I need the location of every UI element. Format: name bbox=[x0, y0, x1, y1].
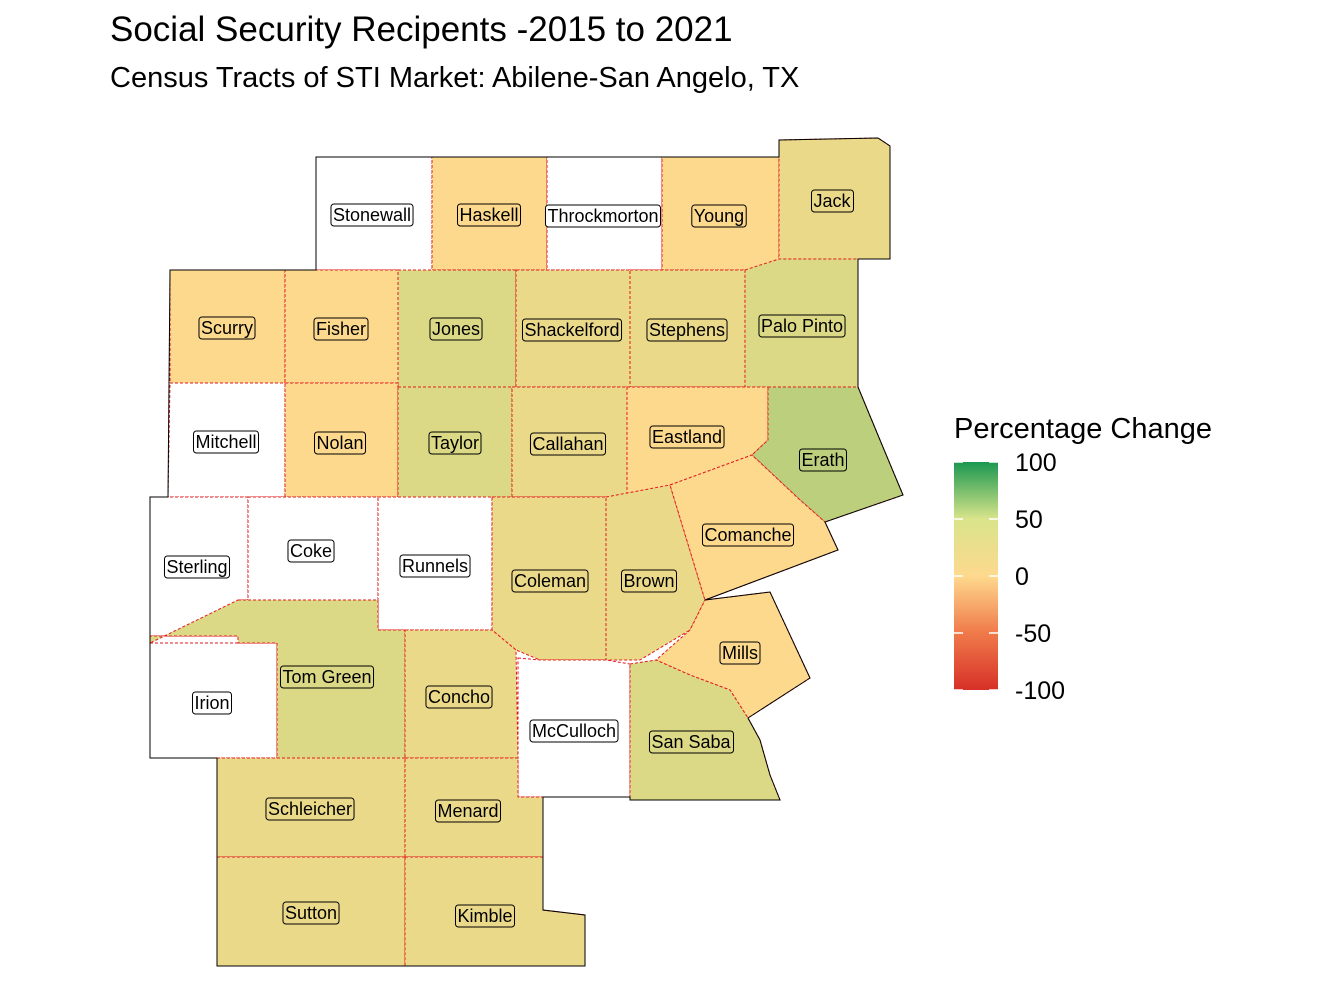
map-subtitle: Census Tracts of STI Market: Abilene-San… bbox=[110, 62, 800, 94]
county-label-box bbox=[163, 555, 231, 579]
county-label: Brown bbox=[623, 571, 674, 591]
county-label-box bbox=[648, 730, 735, 754]
county-label-box bbox=[425, 685, 493, 709]
county-label-box bbox=[428, 431, 482, 455]
county-label-box bbox=[719, 641, 761, 665]
county-label: Fisher bbox=[316, 319, 366, 339]
county-label: Coke bbox=[290, 541, 332, 561]
county-label: Sterling bbox=[166, 557, 227, 577]
county-label: Nolan bbox=[316, 433, 363, 453]
county-label-box bbox=[399, 554, 471, 578]
county-label-box bbox=[646, 318, 728, 342]
market-boundary bbox=[149, 137, 904, 967]
county-label-box bbox=[279, 665, 375, 689]
county-label: Stonewall bbox=[333, 205, 411, 225]
county-shape bbox=[397, 386, 513, 498]
county-label: Jones bbox=[432, 319, 480, 339]
county-label: Palo Pinto bbox=[761, 316, 843, 336]
county-label: Runnels bbox=[402, 556, 468, 576]
county-label-box bbox=[429, 317, 483, 341]
county-label-box bbox=[313, 431, 367, 455]
county-label-box bbox=[330, 203, 414, 227]
county-label-box bbox=[287, 539, 335, 563]
legend-tick-label: 50 bbox=[1015, 506, 1043, 534]
legend-tick-label: -50 bbox=[1015, 620, 1052, 648]
county-shape bbox=[149, 599, 406, 759]
county-label-box bbox=[434, 799, 502, 823]
county-label: Callahan bbox=[532, 434, 603, 454]
county-shape bbox=[751, 386, 904, 523]
legend-tick-label: 100 bbox=[1015, 449, 1057, 477]
county-label: Menard bbox=[437, 801, 498, 821]
county-label: Haskell bbox=[459, 205, 518, 225]
county-label: Throckmorton bbox=[547, 206, 658, 226]
county-label-box bbox=[511, 569, 589, 593]
county-label-box bbox=[198, 316, 256, 340]
map-title: Social Security Recipents -2015 to 2021 bbox=[110, 10, 733, 49]
county-label-box bbox=[691, 204, 747, 228]
county-label-box bbox=[529, 719, 619, 743]
county-label: Mitchell bbox=[195, 432, 256, 452]
county-label: Eastland bbox=[652, 427, 722, 447]
county-label-box bbox=[544, 204, 662, 228]
county-label: Kimble bbox=[457, 906, 512, 926]
county-label: Concho bbox=[428, 687, 490, 707]
county-label-box bbox=[191, 691, 233, 715]
county-label: Stephens bbox=[649, 320, 725, 340]
county-label-box bbox=[313, 317, 369, 341]
county-label-box bbox=[620, 569, 678, 593]
county-shape bbox=[404, 629, 519, 759]
county-label: Irion bbox=[194, 693, 229, 713]
legend-title: Percentage Change bbox=[954, 413, 1212, 445]
county-label: Erath bbox=[801, 450, 844, 470]
county-label: Young bbox=[694, 206, 744, 226]
county-label: San Saba bbox=[651, 732, 731, 752]
county-label-box bbox=[529, 432, 607, 456]
county-label-box bbox=[456, 203, 522, 227]
county-label: Sutton bbox=[285, 903, 337, 923]
county-label: Comanche bbox=[704, 525, 791, 545]
county-label-box bbox=[192, 430, 260, 454]
county-label-box bbox=[649, 425, 725, 449]
county-label: Tom Green bbox=[282, 667, 371, 687]
county-label: Scurry bbox=[201, 318, 253, 338]
county-label: Jack bbox=[813, 191, 851, 211]
county-label: Mills bbox=[722, 643, 758, 663]
county-label-box bbox=[798, 448, 848, 472]
county-label-box bbox=[758, 314, 846, 338]
county-label-box bbox=[265, 797, 355, 821]
legend-tick-label: 0 bbox=[1015, 563, 1029, 591]
county-label-box bbox=[282, 901, 340, 925]
legend-tick-label: -100 bbox=[1015, 677, 1066, 705]
county-label-box bbox=[521, 318, 623, 342]
county-label-box bbox=[810, 189, 855, 213]
county-label-box bbox=[701, 523, 795, 547]
county-label: Shackelford bbox=[524, 320, 619, 340]
county-label: Taylor bbox=[431, 433, 479, 453]
county-label: Schleicher bbox=[268, 799, 352, 819]
county-label: Coleman bbox=[514, 571, 586, 591]
county-label-box bbox=[454, 904, 516, 928]
county-label: McCulloch bbox=[532, 721, 616, 741]
